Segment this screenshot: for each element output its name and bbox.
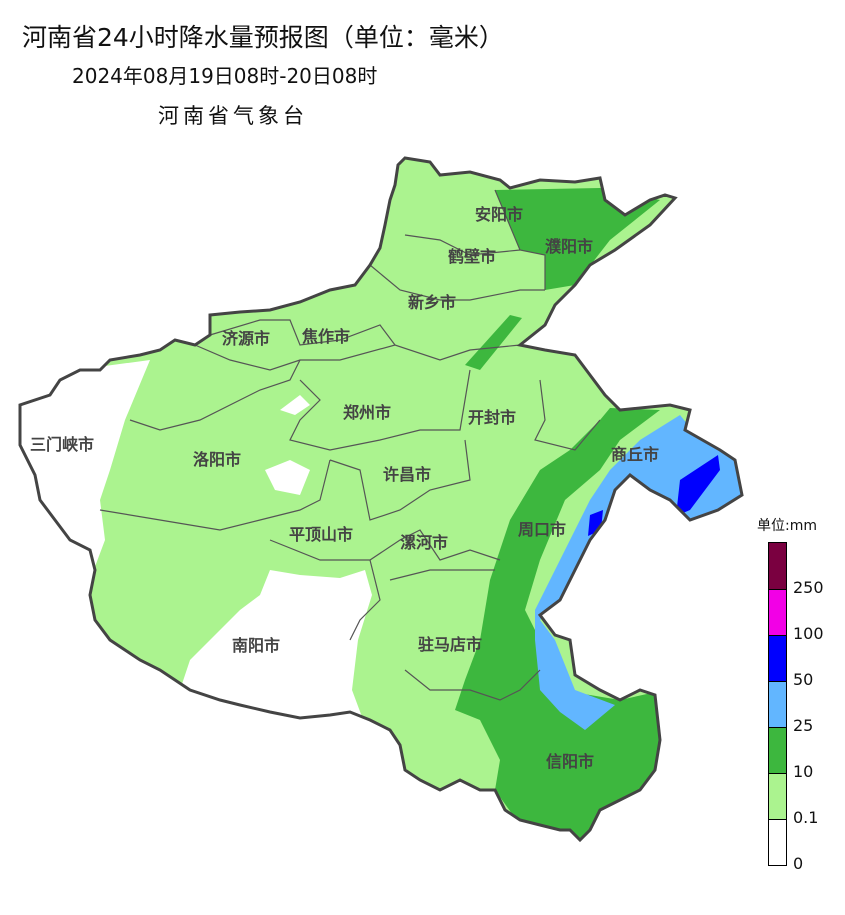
legend-swatch [769, 543, 786, 589]
rain-zone-none-spot [280, 395, 310, 415]
legend-swatch [769, 589, 786, 635]
rain-zone-none-spot [265, 460, 310, 495]
map-title: 河南省24小时降水量预报图（单位：毫米） [22, 23, 504, 52]
city-label-nanyang: 南阳市 [232, 636, 280, 655]
city-label-zhengzhou: 郑州市 [343, 403, 391, 422]
legend-colorbar [768, 542, 787, 866]
city-label-luoyang: 洛阳市 [193, 450, 241, 469]
legend-tick-label: 0.1 [793, 808, 819, 827]
city-label-xinxiang: 新乡市 [408, 293, 456, 312]
legend-tick-label: 10 [793, 762, 814, 781]
city-label-shangqiu: 商丘市 [611, 445, 659, 464]
legend-tick-label: 0 [793, 854, 804, 873]
city-label-puyang: 濮阳市 [545, 237, 593, 256]
city-label-xinyang: 信阳市 [546, 752, 594, 771]
city-label-jiaozuo: 焦作市 [301, 327, 350, 346]
legend-tick-label: 250 [793, 578, 824, 597]
city-labels: 安阳市 濮阳市 鹤壁市 新乡市 济源市 焦作市 郑州市 开封市 商丘市 三门峡市… [30, 205, 659, 771]
city-label-pingdingshan: 平顶山市 [289, 525, 353, 544]
issuing-agency: 河南省气象台 [158, 104, 308, 128]
city-label-jiyuan: 济源市 [222, 329, 270, 348]
city-label-zhumadian: 驻马店市 [418, 635, 482, 654]
city-label-hebi: 鹤壁市 [448, 247, 496, 266]
legend-swatch [769, 773, 786, 819]
rain-zone-50-100 [676, 455, 720, 516]
legend-swatch [769, 635, 786, 681]
legend-swatch [769, 727, 786, 773]
city-label-sanmenxia: 三门峡市 [30, 435, 94, 454]
rain-zone-none-nanyang [180, 570, 372, 725]
city-boundaries [99, 189, 601, 701]
city-label-kaifeng: 开封市 [468, 408, 516, 427]
forecast-period: 2024年08月19日08时-20日08时 [72, 64, 378, 88]
legend-swatch [769, 681, 786, 727]
rain-zone-10-25-north [495, 188, 660, 290]
legend-tick-label: 100 [793, 624, 824, 643]
rain-zone-10-25-east [455, 408, 665, 840]
city-label-luohe: 漯河市 [400, 533, 448, 552]
legend-swatch [769, 819, 786, 865]
province-outline [18, 156, 744, 843]
rain-zone-10-25-strip [465, 315, 522, 370]
legend-tick-label: 50 [793, 670, 814, 689]
legend-tick-label: 25 [793, 716, 814, 735]
city-label-anyang: 安阳市 [475, 205, 523, 224]
city-label-zhoukou: 周口市 [518, 520, 566, 539]
city-label-xuchang: 许昌市 [383, 465, 431, 484]
legend-unit: 单位:mm [757, 518, 817, 534]
